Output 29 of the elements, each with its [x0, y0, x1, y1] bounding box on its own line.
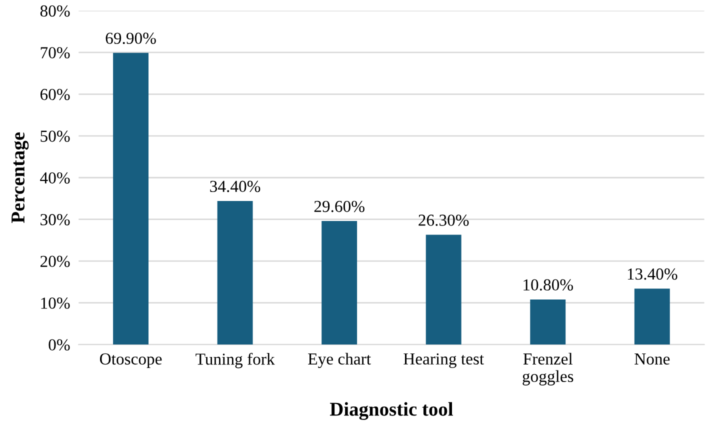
- y-tick-label: 60%: [40, 88, 70, 100]
- data-label: 26.30%: [418, 214, 469, 226]
- y-tick-label: 30%: [40, 214, 70, 226]
- x-tick-label: Frenzel goggles: [522, 352, 574, 386]
- y-tick-label: 20%: [40, 256, 70, 268]
- bar: [426, 234, 462, 345]
- y-tick-label: 80%: [40, 5, 70, 17]
- y-tick-label: 70%: [40, 47, 70, 58]
- bar: [634, 288, 670, 345]
- bar: [217, 200, 253, 345]
- x-tick-label: Otoscope: [100, 353, 162, 368]
- bar: [322, 221, 358, 345]
- data-label: 13.40%: [628, 268, 678, 280]
- x-tick-label: Hearing test: [404, 353, 484, 368]
- bar: [530, 299, 566, 345]
- data-label: 10.80%: [524, 279, 573, 291]
- data-label: 29.60%: [314, 200, 364, 212]
- y-axis-title: Percentage: [12, 132, 29, 223]
- data-label: 34.40%: [210, 180, 260, 192]
- x-axis-title: Diagnostic tool: [330, 402, 453, 420]
- y-tick-label: 40%: [40, 172, 70, 184]
- y-tick-label: 50%: [40, 130, 70, 142]
- x-tick-label: Tuning fork: [196, 352, 275, 368]
- x-tick-label: None: [634, 354, 670, 365]
- bar: [113, 52, 149, 345]
- x-tick-label: Eye chart: [308, 352, 371, 368]
- y-tick-label: 10%: [41, 298, 70, 309]
- y-tick-label: 0%: [48, 339, 70, 351]
- data-label: 69.90%: [106, 32, 156, 44]
